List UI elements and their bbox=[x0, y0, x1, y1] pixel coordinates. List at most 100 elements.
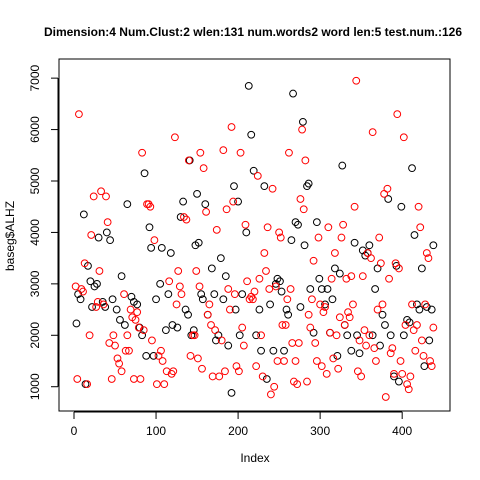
data-point-black bbox=[323, 285, 332, 293]
y-tick-label: 3000 bbox=[28, 270, 42, 297]
data-point-red bbox=[314, 233, 323, 242]
data-point-red bbox=[429, 323, 438, 332]
data-point-black bbox=[235, 331, 244, 340]
data-point-black bbox=[216, 254, 225, 263]
data-point-black bbox=[395, 377, 403, 386]
data-point-black bbox=[210, 290, 219, 299]
data-point-black bbox=[238, 290, 247, 299]
data-point-red bbox=[419, 351, 428, 360]
data-point-red bbox=[212, 225, 221, 234]
data-point-red bbox=[286, 285, 295, 293]
data-point-red bbox=[182, 215, 191, 224]
data-point-red bbox=[207, 321, 215, 329]
data-point-black bbox=[415, 305, 424, 314]
data-point-red bbox=[414, 202, 423, 211]
data-point-black bbox=[164, 290, 173, 299]
data-point-red bbox=[252, 362, 261, 371]
data-point-black bbox=[198, 295, 207, 304]
data-point-black bbox=[207, 264, 216, 273]
data-point-red bbox=[273, 357, 282, 365]
data-point-black bbox=[420, 362, 429, 371]
data-point-black bbox=[429, 241, 438, 250]
data-point-black bbox=[168, 321, 177, 329]
data-point-red bbox=[390, 369, 398, 378]
data-point-black bbox=[76, 295, 85, 304]
y-axis: 1000 2000 3000 4000 5000 6000 7000 bbox=[28, 64, 59, 400]
data-point-black bbox=[242, 228, 251, 237]
data-point-red bbox=[239, 341, 248, 350]
data-point-red bbox=[129, 375, 138, 383]
data-point-red bbox=[97, 187, 105, 196]
x-axis-label: Index bbox=[240, 451, 269, 465]
data-point-red bbox=[319, 308, 328, 317]
data-point-black bbox=[234, 197, 242, 206]
data-point-black bbox=[219, 295, 228, 304]
data-point-red bbox=[150, 236, 159, 245]
data-point-red bbox=[250, 287, 259, 296]
data-point-black bbox=[123, 200, 132, 209]
data-point-black bbox=[117, 272, 126, 281]
y-axis-label: baseg$ALHZ bbox=[3, 201, 17, 271]
data-point-red bbox=[192, 267, 201, 275]
data-point-red bbox=[404, 385, 413, 394]
data-point-red bbox=[87, 231, 96, 239]
data-point-black bbox=[335, 269, 344, 278]
data-point-black bbox=[230, 182, 238, 191]
data-point-black bbox=[81, 380, 90, 389]
data-point-red bbox=[258, 372, 267, 381]
data-point-black bbox=[386, 331, 395, 340]
data-point-red bbox=[324, 223, 333, 232]
data-point-black bbox=[312, 218, 321, 227]
y-tick-label: 7000 bbox=[28, 64, 42, 91]
data-point-red bbox=[203, 310, 212, 319]
data-point-red bbox=[138, 148, 146, 157]
y-tick-label: 6000 bbox=[28, 116, 42, 143]
data-point-black bbox=[397, 202, 406, 211]
data-point-red bbox=[229, 197, 238, 206]
data-point-black bbox=[368, 331, 377, 340]
data-point-black bbox=[112, 305, 121, 314]
data-point-red bbox=[395, 264, 403, 273]
y-tick-label: 4000 bbox=[28, 219, 42, 246]
data-point-red bbox=[211, 326, 220, 335]
data-point-black bbox=[86, 277, 95, 286]
data-point-black bbox=[194, 238, 203, 247]
data-point-black bbox=[338, 161, 347, 170]
data-point-black bbox=[343, 331, 352, 340]
data-point-red bbox=[186, 351, 195, 360]
data-point-black bbox=[333, 351, 342, 360]
data-point-red bbox=[175, 282, 184, 291]
data-point-red bbox=[288, 339, 297, 347]
data-point-black bbox=[284, 310, 293, 319]
data-point-black bbox=[282, 305, 291, 314]
data-point-red bbox=[121, 346, 130, 355]
data-point-red bbox=[117, 367, 126, 376]
data-point-red bbox=[275, 228, 284, 237]
data-point-red bbox=[115, 359, 124, 368]
data-point-red bbox=[230, 290, 239, 299]
data-point-black bbox=[260, 182, 269, 191]
data-point-black bbox=[149, 351, 158, 360]
data-point-black bbox=[378, 310, 387, 319]
data-point-red bbox=[222, 205, 231, 214]
data-point-red bbox=[375, 233, 384, 242]
data-point-black bbox=[408, 164, 416, 173]
data-point-red bbox=[215, 372, 224, 381]
data-point-red bbox=[298, 125, 306, 134]
data-point-red bbox=[281, 321, 290, 329]
data-point-black bbox=[152, 295, 160, 304]
data-point-black bbox=[381, 321, 389, 329]
data-point-red bbox=[189, 331, 197, 340]
x-tick-label: 300 bbox=[310, 424, 330, 438]
data-point-black bbox=[108, 295, 117, 304]
data-point-red bbox=[177, 290, 186, 299]
data-point-red bbox=[422, 249, 431, 257]
data-point-red bbox=[321, 303, 329, 311]
data-point-black bbox=[315, 274, 324, 283]
data-point-red bbox=[357, 372, 366, 381]
data-point-red bbox=[180, 213, 188, 221]
data-point-red bbox=[219, 146, 228, 155]
data-point-black bbox=[189, 326, 198, 335]
data-point-black bbox=[403, 315, 412, 324]
data-point-black bbox=[365, 241, 374, 250]
